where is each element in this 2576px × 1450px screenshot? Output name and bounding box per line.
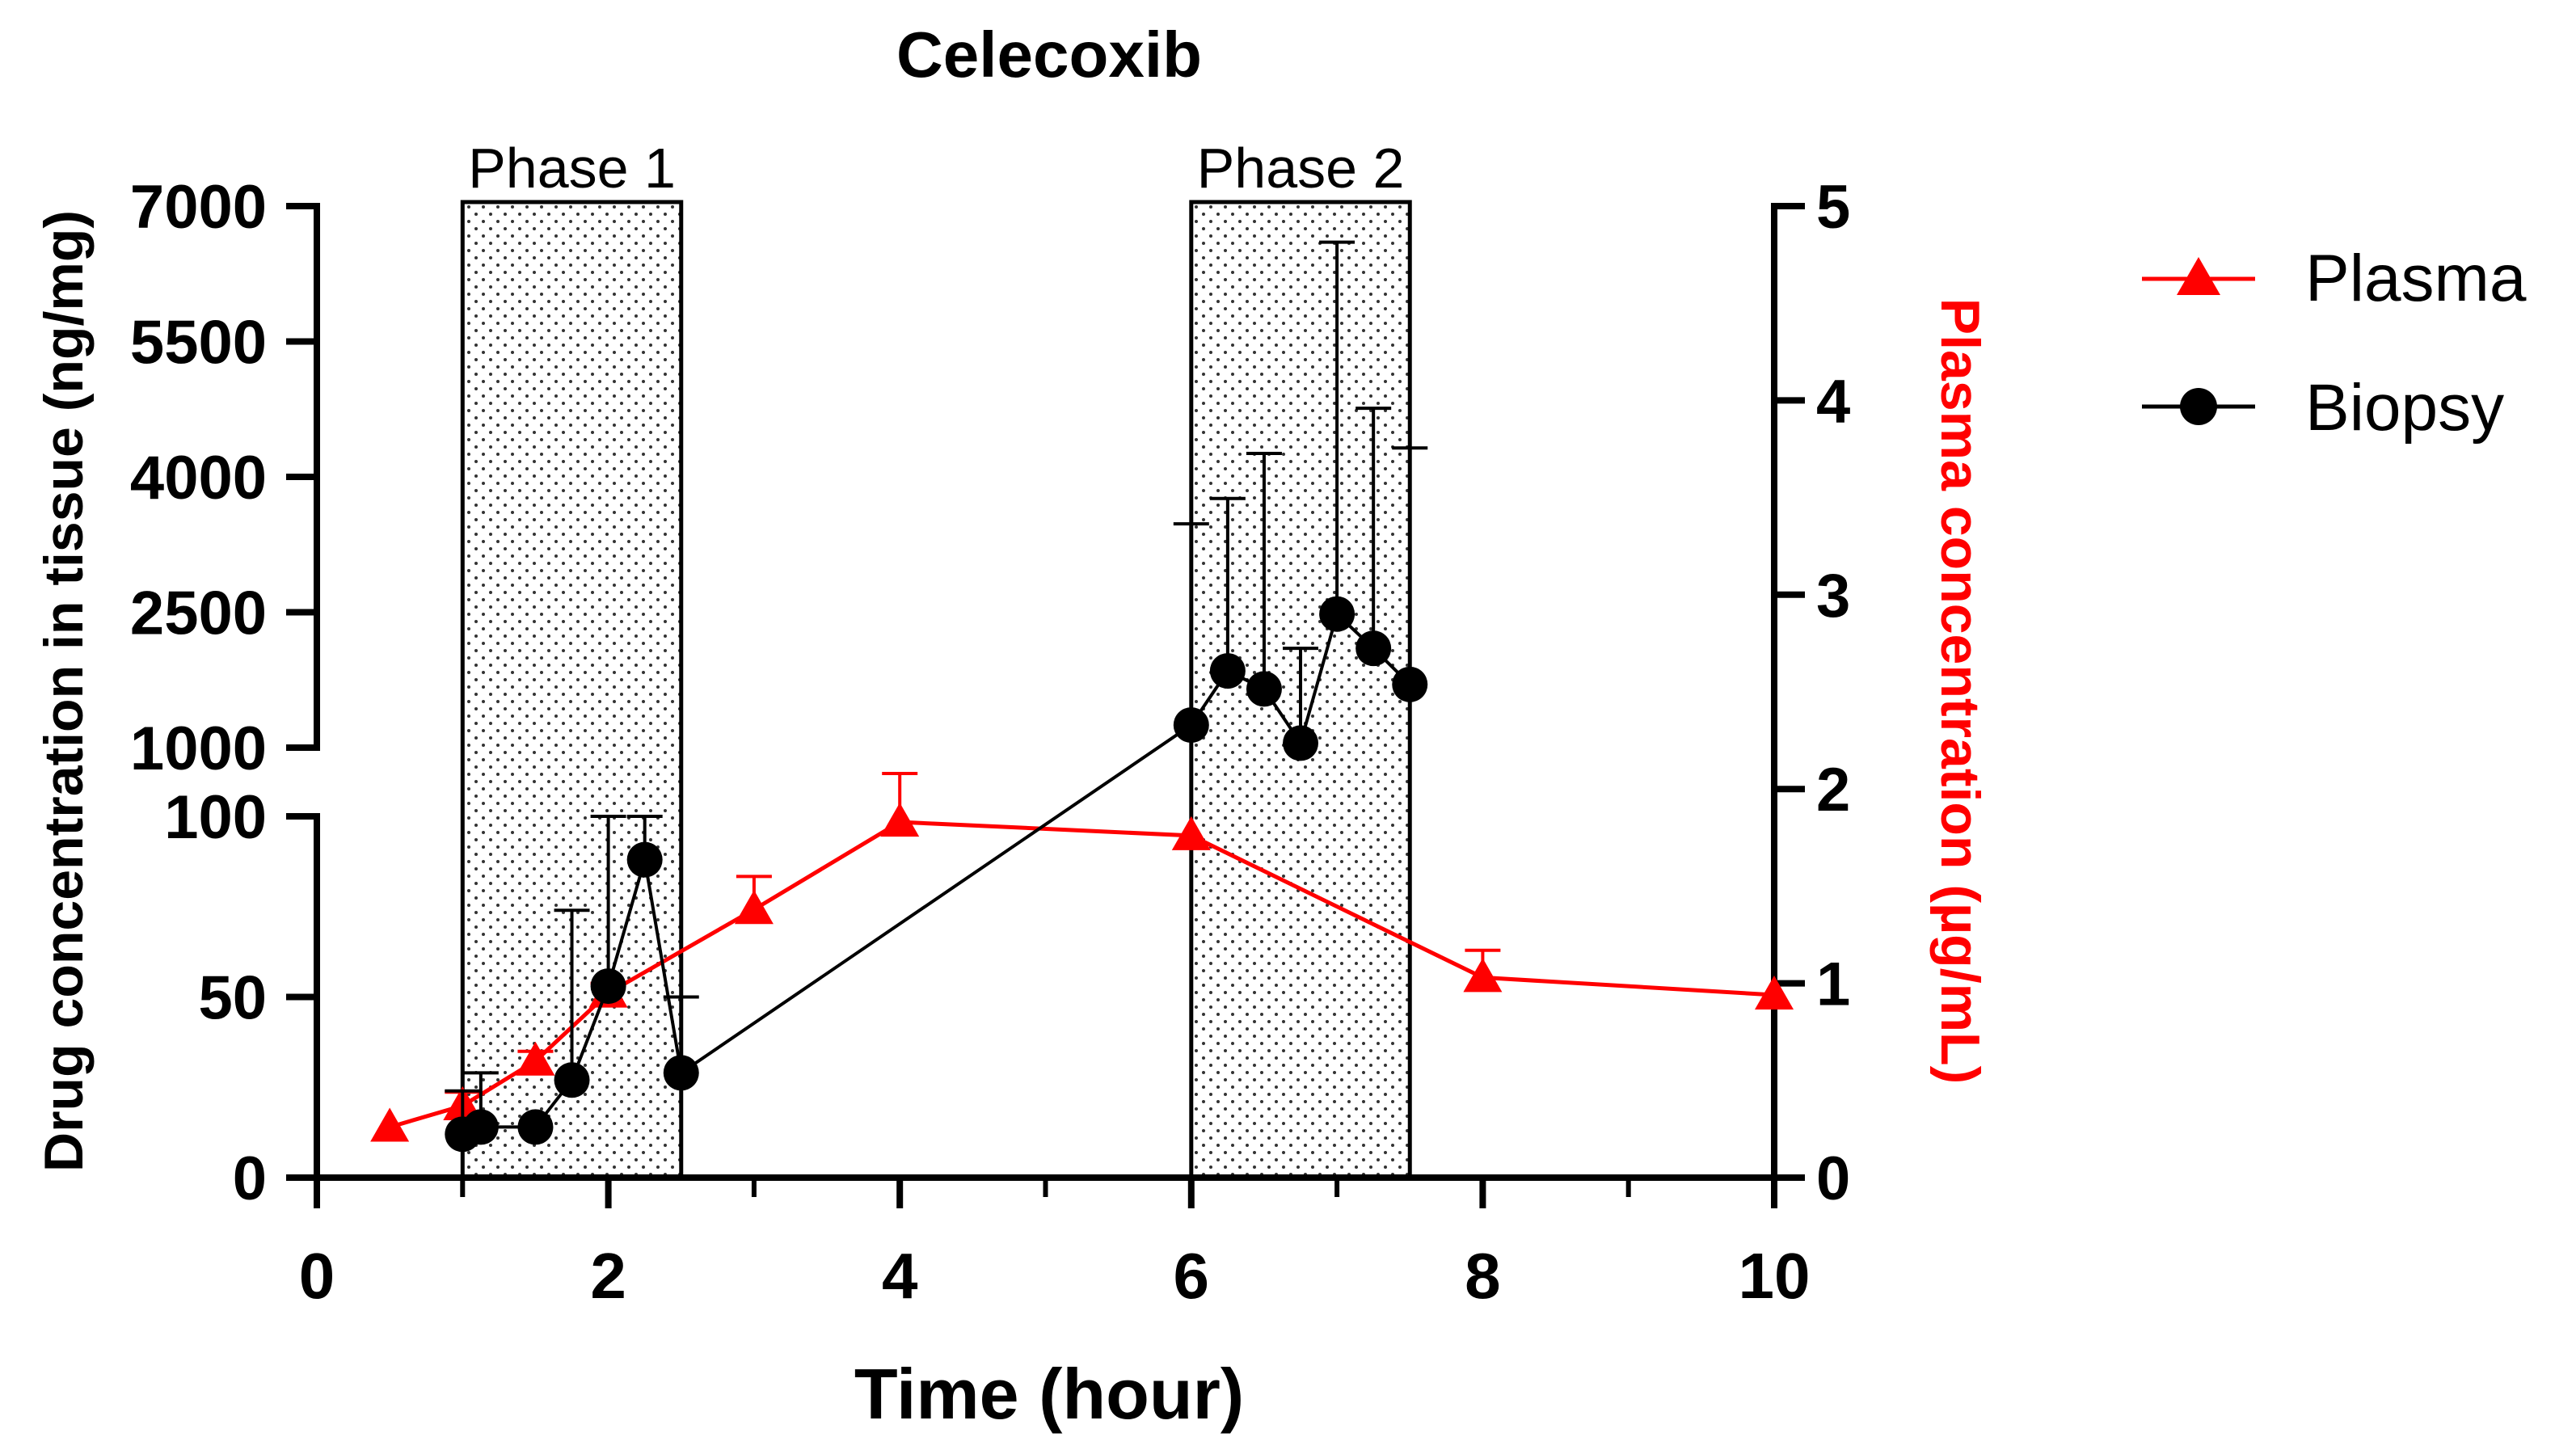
- biopsy-point: [663, 1055, 699, 1091]
- biopsy-point: [1283, 725, 1319, 761]
- legend-biopsy-label: Biopsy: [2305, 371, 2504, 445]
- plasma-point: [880, 803, 920, 837]
- right-axis-title: Plasma concentration (µg/mL): [1929, 298, 1991, 1084]
- legend-plasma-marker: [2177, 257, 2220, 295]
- x-axis-title: Time (hour): [854, 1354, 1244, 1434]
- biopsy-point: [1355, 630, 1392, 667]
- plasma-point: [1463, 958, 1503, 993]
- left-tick-label: 4000: [130, 444, 267, 512]
- legend-item-biopsy: Biopsy: [2142, 371, 2504, 445]
- biopsy-point: [590, 968, 626, 1005]
- legend-biopsy-marker: [2180, 388, 2217, 425]
- right-tick-label: 4: [1816, 367, 1850, 436]
- ticks: [286, 203, 1805, 1208]
- plasma-point: [1755, 976, 1794, 1010]
- biopsy-point: [517, 1109, 554, 1145]
- phase-label-2: Phase 2: [1197, 137, 1405, 200]
- plasma-point: [734, 890, 774, 925]
- x-tick-label: 6: [1174, 1240, 1210, 1312]
- legend-plasma-label: Plasma: [2305, 242, 2527, 315]
- x-tick-label: 2: [590, 1240, 626, 1312]
- right-tick-label: 2: [1816, 756, 1850, 824]
- biopsy-point: [1319, 596, 1355, 632]
- legend-item-plasma: Plasma: [2142, 242, 2527, 315]
- left-tick-label: 100: [164, 783, 267, 852]
- x-tick-label: 0: [299, 1240, 335, 1312]
- left-tick-label: 0: [233, 1144, 267, 1213]
- biopsy-series: [445, 240, 1428, 1153]
- plasma-point: [516, 1041, 555, 1076]
- biopsy-point: [1209, 653, 1246, 689]
- right-tick-label: 3: [1816, 562, 1850, 630]
- right-tick-label: 1: [1816, 951, 1850, 1019]
- biopsy-point: [462, 1109, 499, 1145]
- chart-title: Celecoxib: [896, 19, 1202, 91]
- phase-regions: Phase 1 Phase 2: [460, 137, 1412, 1180]
- left-tick-label: 7000: [130, 173, 267, 242]
- right-tick-label: 0: [1816, 1144, 1850, 1213]
- plasma-point: [1171, 816, 1211, 850]
- left-axis-title: Drug concentration in tissue (ng/mg): [33, 210, 95, 1172]
- left-tick-label: 2500: [130, 580, 267, 648]
- x-tick-label: 4: [882, 1240, 918, 1312]
- x-tick-label: 8: [1465, 1240, 1501, 1312]
- left-tick-label: 50: [198, 964, 267, 1033]
- left-tick-label: 5500: [130, 309, 267, 377]
- biopsy-point: [1392, 666, 1428, 702]
- biopsy-point: [626, 841, 663, 878]
- phase-label-1: Phase 1: [468, 137, 676, 200]
- biopsy-point: [1173, 707, 1209, 744]
- left-tick-label: 1000: [130, 714, 267, 783]
- biopsy-point: [554, 1062, 590, 1098]
- plasma-point: [370, 1107, 410, 1142]
- x-tick-label: 10: [1739, 1240, 1811, 1312]
- biopsy-point: [1246, 671, 1282, 707]
- legend: Plasma Biopsy: [2142, 242, 2527, 445]
- right-tick-label: 5: [1816, 173, 1850, 242]
